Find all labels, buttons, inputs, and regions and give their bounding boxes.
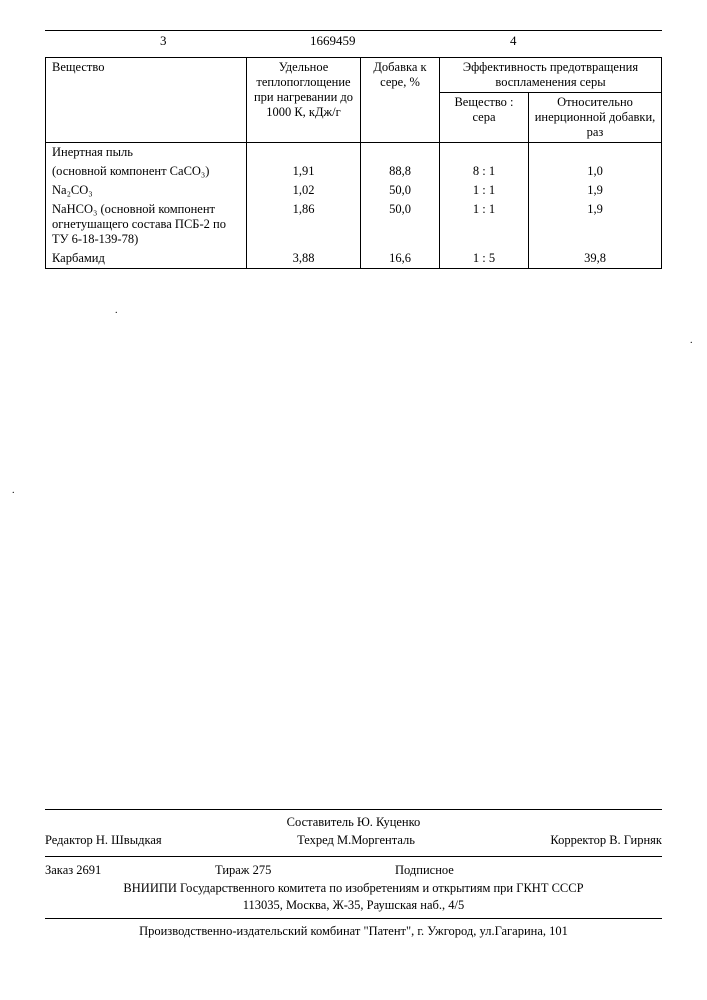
- col-efficiency: Эффективность предотвращения воспламенен…: [440, 58, 662, 93]
- editor-label: Редактор Н. Швыдкая: [45, 833, 162, 848]
- col-additive: Добавка к сере, %: [361, 58, 440, 143]
- corrector-label: Корректор В. Гирняк: [550, 833, 662, 848]
- cell-ratio: 1 : 1: [440, 200, 529, 249]
- cell-heat: 1,91: [247, 162, 361, 181]
- podpisnoe-label: Подписное: [395, 863, 662, 878]
- col-substance: Вещество: [46, 58, 247, 143]
- cell-name: Na₂CO₃: [46, 181, 247, 200]
- page-number-right: 4: [510, 33, 517, 49]
- col-heat: Удельное теплопоглощение при нагревании …: [247, 58, 361, 143]
- cell-name: Инертная пыль: [46, 143, 247, 163]
- cell-heat: [247, 143, 361, 163]
- cell-ratio: 8 : 1: [440, 162, 529, 181]
- cell-rel: 1,9: [529, 200, 662, 249]
- cell-add: [361, 143, 440, 163]
- divider: [45, 856, 662, 857]
- cell-heat: 3,88: [247, 249, 361, 269]
- data-table: Вещество Удельное теплопоглощение при на…: [45, 57, 662, 269]
- footer-block: Составитель Ю. Куценко Редактор Н. Швыдк…: [45, 805, 662, 940]
- table-row: Карбамид 3,88 16,6 1 : 5 39,8: [46, 249, 662, 269]
- table-row: (основной компонент CaCO₃) 1,91 88,8 8 :…: [46, 162, 662, 181]
- cell-sub: (основной компонент CaCO₃): [46, 162, 247, 181]
- stray-mark: .: [115, 305, 118, 316]
- col-ratio: Вещество : сера: [440, 93, 529, 143]
- col-relative: Относительно инерционной добавки, раз: [529, 93, 662, 143]
- cell-add: 16,6: [361, 249, 440, 269]
- table-row: Na₂CO₃ 1,02 50,0 1 : 1 1,9: [46, 181, 662, 200]
- divider: [45, 918, 662, 919]
- cell-rel: 1,9: [529, 181, 662, 200]
- cell-rel: 1,0: [529, 162, 662, 181]
- cell-ratio: [440, 143, 529, 163]
- table-header-row-1: Вещество Удельное теплопоглощение при на…: [46, 58, 662, 93]
- cell-rel: [529, 143, 662, 163]
- techred-label: Техред М.Моргенталь: [162, 833, 551, 848]
- page-number-left: 3: [160, 33, 167, 49]
- header-row: 3 1669459 4: [45, 30, 662, 51]
- compiler-line: Составитель Ю. Куценко: [45, 814, 662, 831]
- credits-row: Редактор Н. Швыдкая Техред М.Моргенталь …: [45, 831, 662, 852]
- order-row: Заказ 2691 Тираж 275 Подписное: [45, 861, 662, 880]
- cell-add: 50,0: [361, 200, 440, 249]
- cell-rel: 39,8: [529, 249, 662, 269]
- table-row: Инертная пыль: [46, 143, 662, 163]
- cell-ratio: 1 : 1: [440, 181, 529, 200]
- cell-name: Карбамид: [46, 249, 247, 269]
- addr-line: 113035, Москва, Ж-35, Раушская наб., 4/5: [45, 897, 662, 914]
- order-number: Заказ 2691: [45, 863, 215, 878]
- cell-heat: 1,86: [247, 200, 361, 249]
- tirazh-label: Тираж 275: [215, 863, 395, 878]
- org-line: ВНИИПИ Государственного комитета по изоб…: [45, 880, 662, 897]
- cell-add: 88,8: [361, 162, 440, 181]
- cell-name: NaHCO₃ (основной компонент огнетушащего …: [46, 200, 247, 249]
- divider: [45, 809, 662, 810]
- page: 3 1669459 4 Вещество Удельное теплопогло…: [0, 0, 707, 1000]
- cell-heat: 1,02: [247, 181, 361, 200]
- cell-ratio: 1 : 5: [440, 249, 529, 269]
- stray-mark: .: [690, 335, 693, 346]
- table-row: NaHCO₃ (основной компонент огнетушащего …: [46, 200, 662, 249]
- cell-add: 50,0: [361, 181, 440, 200]
- printer-line: Производственно-издательский комбинат "П…: [45, 923, 662, 940]
- document-number: 1669459: [310, 33, 356, 49]
- stray-mark: .: [12, 485, 15, 496]
